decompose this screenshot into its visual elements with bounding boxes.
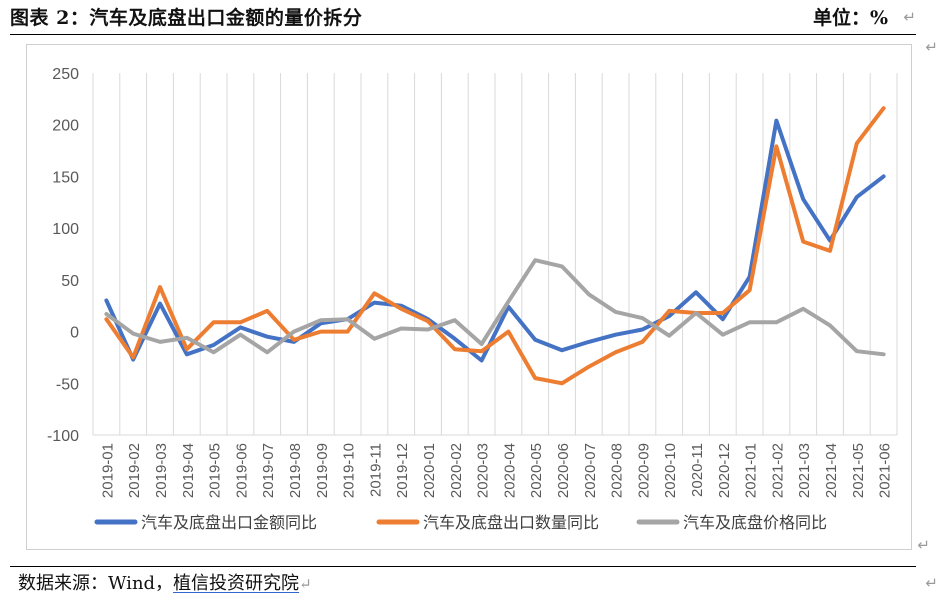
chart-title: 图表 2：汽车及底盘出口金额的量价拆分 xyxy=(10,7,363,29)
y-tick-label: 100 xyxy=(52,221,79,238)
x-tick-label: 2019-04 xyxy=(180,443,197,498)
x-tick-label: 2020-01 xyxy=(421,443,438,498)
x-tick-label: 2019-08 xyxy=(287,443,304,498)
header-rule xyxy=(10,34,916,35)
x-tick-label: 2019-10 xyxy=(341,443,358,498)
x-tick-label: 2021-04 xyxy=(823,443,840,498)
series-line xyxy=(104,106,886,386)
source-note: 数据来源：Wind，植信投资研究院↵ xyxy=(18,570,312,598)
x-tick-label: 2019-07 xyxy=(260,443,277,498)
x-tick-label: 2020-11 xyxy=(689,443,706,497)
series-line xyxy=(104,118,886,363)
y-tick-label: 50 xyxy=(61,273,79,290)
unit-label: 单位：% xyxy=(812,7,888,29)
paragraph-mark-icon: ↵ xyxy=(925,38,938,56)
paragraph-mark-icon: ↵ xyxy=(903,8,916,26)
x-tick-label: 2019-01 xyxy=(99,443,116,498)
x-tick-label: 2019-06 xyxy=(233,443,250,498)
x-tick-label: 2020-09 xyxy=(635,443,652,498)
y-tick-label: 200 xyxy=(52,118,79,135)
x-tick-label: 2019-05 xyxy=(207,443,224,498)
series-line xyxy=(104,258,886,357)
legend-label: 汽车及底盘出口金额同比 xyxy=(141,513,317,532)
x-tick-label: 2020-02 xyxy=(448,443,465,498)
legend-label: 汽车及底盘出口数量同比 xyxy=(423,513,599,532)
x-tick-label: 2019-03 xyxy=(153,443,170,498)
x-tick-label: 2020-05 xyxy=(528,443,545,498)
x-tick-label: 2019-02 xyxy=(126,443,143,498)
y-tick-label: 0 xyxy=(70,325,79,342)
x-tick-label: 2021-05 xyxy=(850,443,867,498)
y-tick-label: 150 xyxy=(52,169,79,186)
x-tick-label: 2020-07 xyxy=(582,443,599,498)
x-tick-label: 2020-06 xyxy=(555,443,572,498)
footer-rule xyxy=(10,566,916,567)
y-tick-label: -50 xyxy=(56,376,79,393)
x-tick-label: 2020-10 xyxy=(662,443,679,498)
line-chart: -100 -50 0 50 100 150 200 250 2019-01 2019-02 2019… xyxy=(47,66,898,532)
chart-frame: -100 -50 0 50 100 150 200 250 2019-01 2019-02 2019… xyxy=(26,44,912,550)
paragraph-mark-icon: ↵ xyxy=(925,574,938,592)
x-tick-label: 2021-06 xyxy=(877,443,894,498)
legend-label: 汽车及底盘价格同比 xyxy=(683,513,827,532)
x-tick-label: 2021-01 xyxy=(743,443,760,498)
x-tick-label: 2020-08 xyxy=(609,443,626,498)
x-tick-label: 2021-02 xyxy=(769,443,786,498)
y-tick-label: 250 xyxy=(52,66,79,83)
x-tick-label: 2019-09 xyxy=(314,443,331,498)
x-tick-label: 2019-12 xyxy=(394,443,411,498)
source-prefix: 数据来源：Wind， xyxy=(18,573,174,594)
x-tick-label: 2020-03 xyxy=(475,443,492,498)
paragraph-mark-icon: ↵ xyxy=(917,536,930,554)
paragraph-mark-icon: ↵ xyxy=(299,575,312,593)
x-tick-label: 2019-11 xyxy=(367,443,384,497)
source-company: 植信投资研究院 xyxy=(173,573,300,594)
x-tick-label: 2021-03 xyxy=(796,443,813,498)
x-tick-label: 2020-12 xyxy=(716,443,733,498)
x-tick-label: 2020-04 xyxy=(501,443,518,498)
y-tick-label: -100 xyxy=(47,428,79,445)
